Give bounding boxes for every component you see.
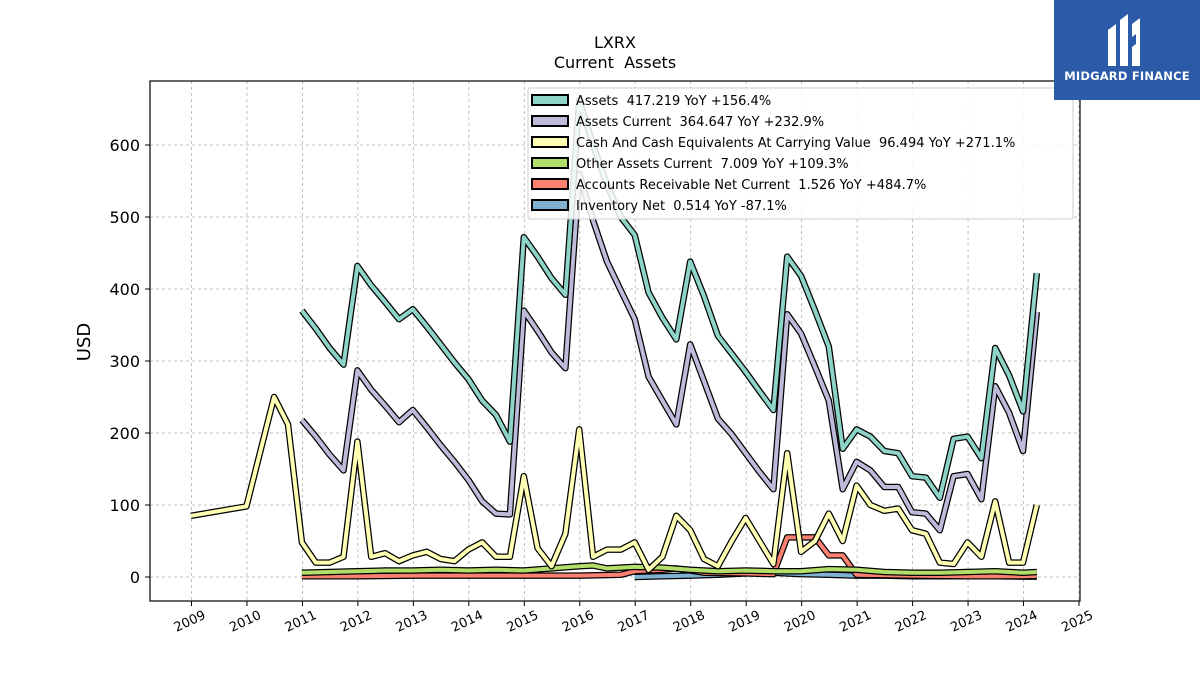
x-tick-label: 2012 xyxy=(338,608,374,636)
x-tick-label: 2017 xyxy=(616,608,652,636)
x-tick-label: 2020 xyxy=(782,608,818,636)
y-tick-label: 600 xyxy=(109,136,140,155)
legend: Assets 417.219 YoY +156.4% Assets Current… xyxy=(527,87,1074,220)
legend-entry: Assets 417.219 YoY +156.4% xyxy=(576,94,771,109)
series-line-outline xyxy=(190,393,1040,574)
y-tick-label: 500 xyxy=(109,208,140,227)
legend-swatch xyxy=(531,199,569,211)
x-tick-label: 2013 xyxy=(394,608,430,636)
series-line xyxy=(301,563,1037,575)
x-tick-label: 2011 xyxy=(283,608,319,636)
legend-entry: Accounts Receivable Net Current 1.526 Yo… xyxy=(576,178,926,193)
x-tick-label: 2021 xyxy=(837,608,873,636)
x-tick-label: 2024 xyxy=(1004,608,1040,636)
legend-swatch xyxy=(531,94,569,106)
x-tick-label: 2015 xyxy=(505,608,541,636)
legend-swatch xyxy=(531,115,569,127)
x-tick-label: 2023 xyxy=(948,608,984,636)
logo-text: MIDGARD FINANCE xyxy=(1064,69,1190,83)
x-tick-label: 2022 xyxy=(893,608,929,636)
x-tick-label: 2016 xyxy=(560,608,596,636)
x-tick-label: 2019 xyxy=(727,608,763,636)
x-tick-label: 2009 xyxy=(172,608,208,636)
y-axis-label: USD xyxy=(74,323,95,361)
legend-entry: Cash And Cash Equivalents At Carrying Va… xyxy=(576,136,1015,151)
series-line xyxy=(300,171,1039,533)
legend-swatch xyxy=(531,178,569,190)
chart-title: LXRX xyxy=(594,33,636,52)
series-lines xyxy=(190,97,1041,581)
series-line xyxy=(190,395,1039,572)
y-tick-label: 100 xyxy=(109,496,140,515)
legend-entry: Inventory Net 0.514 YoY -87.1% xyxy=(576,199,787,214)
plot-frame xyxy=(149,80,1081,602)
legend-swatch xyxy=(531,157,569,169)
legend-entry: Other Assets Current 7.009 YoY +109.3% xyxy=(576,157,849,172)
brand-logo: MIDGARD FINANCE xyxy=(1054,0,1200,100)
legend-entry: Assets Current 364.647 YoY +232.9% xyxy=(576,115,824,130)
legend-swatch xyxy=(531,136,569,148)
x-tick-label: 2010 xyxy=(227,608,263,636)
y-tick-label: 200 xyxy=(109,424,140,443)
logo-mark-icon xyxy=(1108,14,1140,66)
y-tick-label: 0 xyxy=(130,568,140,587)
x-tick-label: 2018 xyxy=(671,608,707,636)
legend-box xyxy=(527,87,1074,220)
x-tick-label: 2025 xyxy=(1059,608,1095,636)
chart-subtitle: Current Assets xyxy=(554,53,676,72)
x-tick-label: 2014 xyxy=(449,608,485,636)
y-tick-label: 300 xyxy=(109,352,140,371)
y-tick-label: 400 xyxy=(109,280,140,299)
series-line xyxy=(300,98,1039,500)
